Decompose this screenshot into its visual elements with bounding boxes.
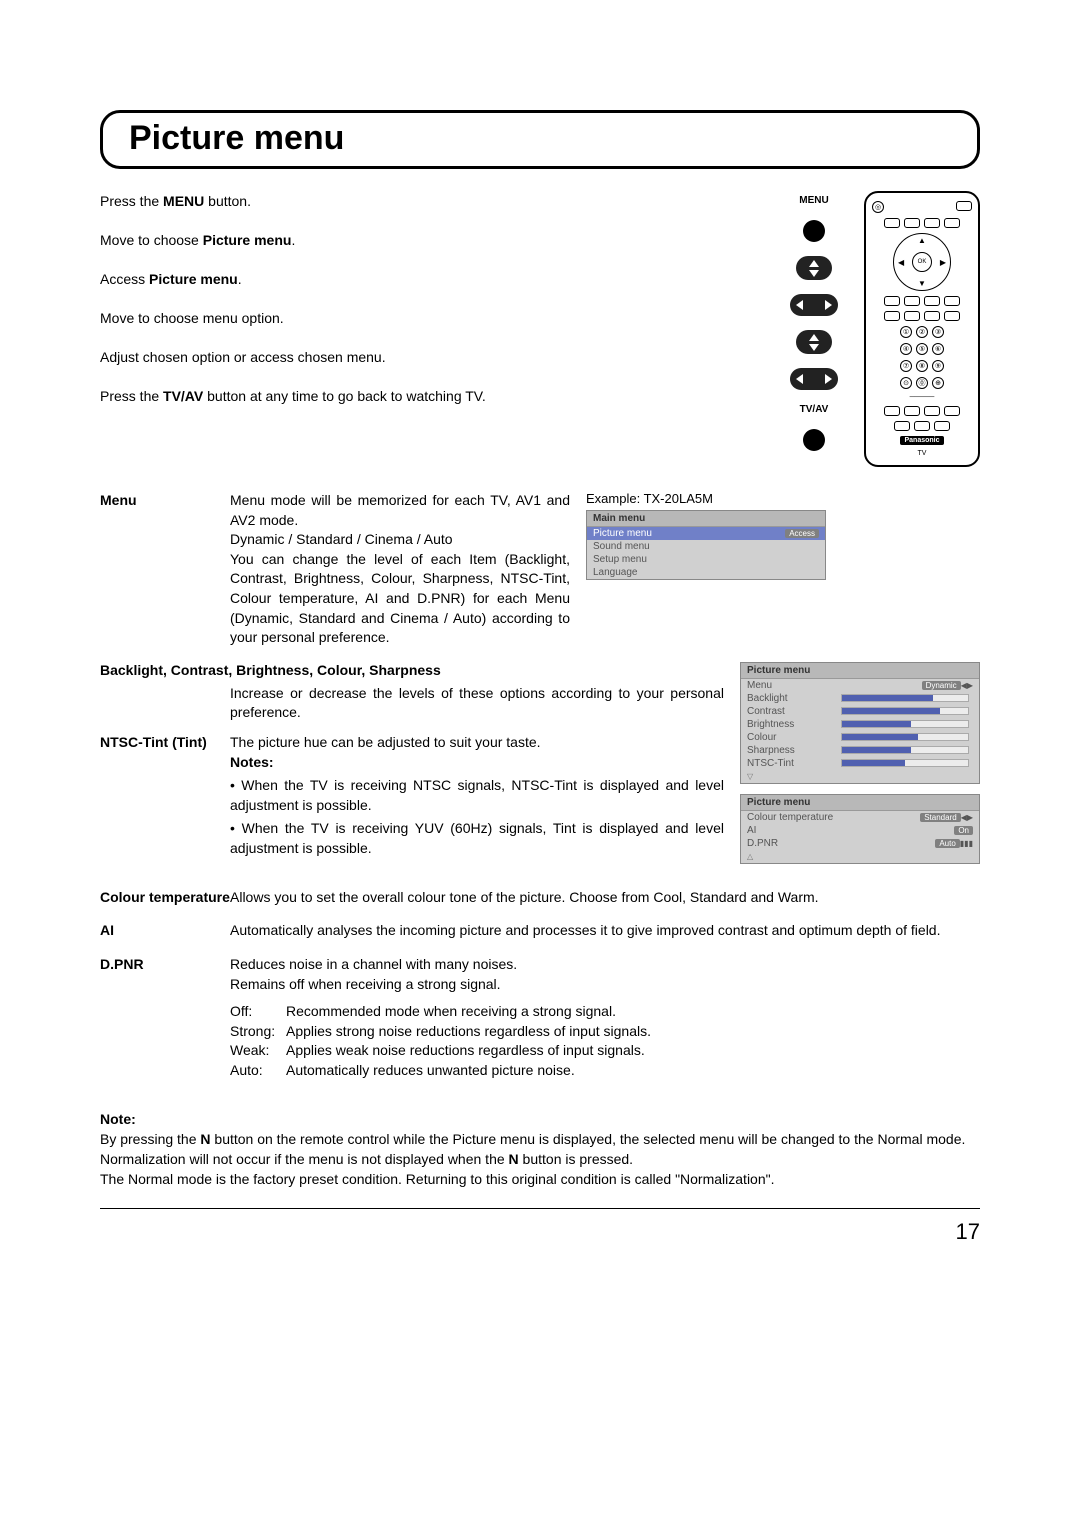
page-number: 17 <box>100 1219 980 1245</box>
nav-left-right-icon <box>790 294 838 316</box>
dpnr-row: D.PNR Reduces noise in a channel with ma… <box>100 955 980 1081</box>
manual-page: Picture menu Press the MENU button. Move… <box>0 0 1080 1305</box>
step-4: Move to choose menu option. <box>100 308 780 329</box>
step-1: Press the MENU button. <box>100 191 780 212</box>
top-section: Press the MENU button. Move to choose Pi… <box>100 191 980 467</box>
menu-row: Menu Menu mode will be memorized for eac… <box>100 491 980 648</box>
remote-control-diagram: ◎ OK ▲ ▼ ◀ ▶ ①②③ ④⑤⑥ ⑦⑧⑨ ⊙⓪⊕ ───── Panas… <box>864 191 980 467</box>
osd-picture-menu-1: Picture menu MenuDynamic◀▶ Backlight Con… <box>740 662 980 784</box>
menu-desc: Menu mode will be memorized for each TV,… <box>230 491 570 648</box>
nav-left-right-icon-2 <box>790 368 838 390</box>
tvav-label: TV/AV <box>800 404 829 415</box>
ai-term: AI <box>100 921 230 941</box>
ai-row: AI Automatically analyses the incoming p… <box>100 921 980 941</box>
coltemp-row: Colour temperature Allows you to set the… <box>100 888 980 908</box>
note-line-1: By pressing the N button on the remote c… <box>100 1129 980 1149</box>
nav-ring-icon: OK ▲ ▼ ◀ ▶ <box>893 233 951 291</box>
note-line-3: The Normal mode is the factory preset co… <box>100 1169 980 1189</box>
down-arrow-icon: ▽ <box>747 772 753 781</box>
coltemp-desc: Allows you to set the overall colour ton… <box>230 888 980 908</box>
bccs-desc: Increase or decrease the levels of these… <box>230 684 724 723</box>
bars-icon: ▮▮▮ <box>960 839 973 848</box>
nav-up-down-icon-2 <box>796 330 832 354</box>
note-line-2: Normalization will not occur if the menu… <box>100 1149 980 1169</box>
picture-menu-osd-group: Picture menu MenuDynamic◀▶ Backlight Con… <box>740 662 980 874</box>
ok-button-icon: OK <box>912 252 932 272</box>
remote-tv-label: TV <box>918 450 927 457</box>
osd-picture-menu-2: Picture menu Colour temperatureStandard◀… <box>740 794 980 864</box>
example-label: Example: TX-20LA5M <box>586 491 826 506</box>
menu-term: Menu <box>100 491 230 511</box>
nav-arrows-icon: ◀▶ <box>961 813 973 822</box>
mute-icon <box>956 201 972 211</box>
section-title: Picture menu <box>129 119 957 158</box>
menu-label: MENU <box>799 195 828 206</box>
step-6: Press the TV/AV button at any time to go… <box>100 386 780 407</box>
step-icons: MENU TV/AV <box>790 191 838 451</box>
up-arrow-icon: △ <box>747 852 753 861</box>
menu-button-icon <box>803 220 825 242</box>
note-heading: Note: <box>100 1109 980 1129</box>
main-menu-osd: Example: TX-20LA5M Main menu Picture men… <box>586 491 826 590</box>
coltemp-term: Colour temperature <box>100 888 230 908</box>
dpnr-desc: Reduces noise in a channel with many noi… <box>230 955 980 1081</box>
bccs-heading: Backlight, Contrast, Brightness, Colour,… <box>100 662 724 678</box>
nav-up-down-icon <box>796 256 832 280</box>
step-3: Access Picture menu. <box>100 269 780 290</box>
dpnr-term: D.PNR <box>100 955 230 975</box>
bccs-row: Backlight, Contrast, Brightness, Colour,… <box>100 662 980 874</box>
ntsc-term: NTSC-Tint (Tint) <box>100 733 230 753</box>
section-title-frame: Picture menu <box>100 110 980 169</box>
definitions: Menu Menu mode will be memorized for eac… <box>100 491 980 1081</box>
ntsc-desc: The picture hue can be adjusted to suit … <box>230 733 724 863</box>
note-block: Note: By pressing the N button on the re… <box>100 1109 980 1190</box>
step-2: Move to choose Picture menu. <box>100 230 780 251</box>
dpnr-options: Off:Recommended mode when receiving a st… <box>230 1002 980 1080</box>
power-icon: ◎ <box>872 201 884 213</box>
remote-brand: Panasonic <box>900 436 943 445</box>
ntsc-notes: When the TV is receiving NTSC signals, N… <box>230 776 724 858</box>
tvav-button-icon <box>803 429 825 451</box>
ai-desc: Automatically analyses the incoming pict… <box>230 921 980 941</box>
divider <box>100 1208 980 1209</box>
step-list: Press the MENU button. Move to choose Pi… <box>100 191 780 425</box>
step-5: Adjust chosen option or access chosen me… <box>100 347 780 368</box>
osd-main-menu: Main menu Picture menuAccess Sound menu … <box>586 510 826 580</box>
nav-arrows-icon: ◀▶ <box>961 681 973 690</box>
